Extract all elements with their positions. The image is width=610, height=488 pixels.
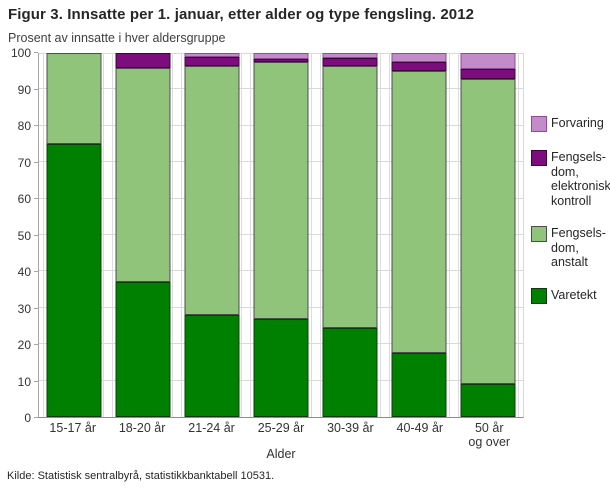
bar-columns [39, 53, 523, 417]
bar-column [39, 53, 108, 417]
bar-column [108, 53, 177, 417]
legend-label: Varetekt [551, 287, 597, 302]
bar-segment-varetekt [391, 353, 447, 417]
bar-column [177, 53, 246, 417]
bar-segment-varetekt [322, 327, 378, 417]
bar-segment-forvaring [391, 53, 447, 63]
x-axis-labels: 15-17 år 18-20 år 21-24 år 25-29 år 30-39 år… [38, 421, 524, 450]
bar-segment-fengselsdom-elektronisk-kontroll [253, 58, 309, 63]
source-note: Kilde: Statistisk sentralbyrå, statistik… [7, 470, 275, 482]
bar-21-24-r [184, 53, 240, 417]
y-tick-mark [34, 234, 38, 236]
y-tick-mark [34, 380, 38, 382]
y-axis: 0 10 20 30 40 50 60 70 80 90 100 [0, 46, 38, 425]
legend-label: Fengsels- dom, anstalt [551, 226, 606, 269]
y-tick-label: 10 [17, 374, 31, 389]
bar-40-49-r [391, 53, 447, 417]
bar-column [385, 53, 454, 417]
legend-swatch-forvaring [531, 116, 547, 132]
x-tick-label: 18-20 år [118, 421, 166, 435]
bar-column [316, 53, 385, 417]
bar-segment-varetekt [184, 315, 240, 417]
y-tick-mark [34, 198, 38, 199]
legend: Forvaring Fengsels- dom, elektronisk kont… [531, 116, 610, 304]
y-tick-label: 30 [17, 301, 31, 316]
bar-18-20-r [115, 53, 171, 417]
y-tick-label: 0 [24, 411, 31, 425]
bar-segment-varetekt [46, 144, 102, 417]
legend-item-varetekt: Varetekt [531, 287, 610, 304]
bar-column [246, 53, 315, 417]
x-tick-label: 40-49 år [396, 421, 444, 435]
y-tick-mark [34, 125, 38, 126]
y-tick-mark [34, 88, 38, 90]
bar-30-39-r [322, 53, 378, 417]
page-title: Figur 3. Innsatte per 1. januar, etter a… [8, 6, 475, 23]
bar-50-r-og-over [460, 53, 516, 417]
y-axis-unit-label: Prosent av innsatte i hver aldersgruppe [8, 31, 226, 45]
bar-segment-fengselsdom-elektronisk-kontroll [322, 58, 378, 66]
bar-segment-fengselsdom-elektronisk-kontroll [460, 69, 516, 79]
bar-segment-varetekt [253, 318, 309, 417]
y-tick-label: 60 [17, 192, 31, 206]
x-tick-label: 15-17 år [49, 421, 96, 435]
plot-area [38, 53, 524, 418]
y-tick-mark [34, 417, 38, 418]
bar-segment-fengselsdom-anstalt [184, 65, 240, 316]
bar-segment-fengselsdom-elektronisk-kontroll [391, 62, 447, 72]
y-tick-label: 50 [17, 228, 31, 243]
y-tick-label: 20 [17, 338, 31, 352]
legend-item-fengselsdom-elektronisk-kontroll: Fengsels- dom, elektronisk kontroll [531, 150, 610, 208]
bar-segment-fengselsdom-anstalt [391, 71, 447, 354]
bar-segment-forvaring [460, 53, 516, 70]
bar-segment-fengselsdom-anstalt [460, 78, 516, 385]
y-tick-label: 100 [10, 46, 31, 60]
legend-swatch-varetekt [531, 287, 547, 304]
x-axis-title: Alder [266, 447, 296, 461]
bar-segment-fengselsdom-anstalt [115, 67, 171, 283]
y-tick-label: 70 [17, 155, 31, 170]
y-tick-label: 90 [17, 82, 31, 97]
y-tick-mark [34, 161, 38, 163]
bar-segment-varetekt [115, 282, 171, 417]
y-tick-mark [34, 344, 38, 345]
bar-segment-fengselsdom-anstalt [253, 62, 309, 319]
y-tick-mark [34, 307, 38, 309]
y-tick-mark [34, 52, 38, 53]
y-tick-label: 40 [17, 265, 31, 279]
bar-15-17-r [46, 53, 102, 417]
bar-segment-fengselsdom-elektronisk-kontroll [184, 56, 240, 66]
bar-segment-varetekt [460, 384, 516, 417]
x-tick-label: 30-39 år [327, 421, 374, 435]
bar-25-29-r [253, 53, 309, 417]
bar-segment-forvaring [184, 53, 240, 57]
x-tick-label: 25-29 år [257, 421, 305, 435]
y-tick-mark [34, 271, 38, 272]
legend-label: Forvaring [551, 116, 604, 130]
y-tick-label: 80 [17, 119, 31, 133]
legend-label: Fengsels- dom, elektronisk kontroll [551, 150, 610, 208]
bar-segment-forvaring [253, 53, 309, 59]
legend-item-fengselsdom-anstalt: Fengsels- dom, anstalt [531, 226, 610, 270]
bar-segment-fengselsdom-anstalt [322, 65, 378, 328]
legend-swatch-fengselsdom-elektronisk-kontroll [531, 150, 547, 166]
legend-item-forvaring: Forvaring [531, 116, 610, 132]
bar-column [454, 53, 523, 417]
bar-segment-forvaring [322, 53, 378, 59]
x-tick-label: 50 år og over [468, 421, 511, 450]
legend-swatch-fengselsdom-anstalt [531, 226, 547, 242]
bar-segment-fengselsdom-elektronisk-kontroll [115, 53, 171, 68]
x-tick-label: 21-24 år [188, 421, 235, 435]
bar-segment-fengselsdom-anstalt [46, 53, 102, 144]
